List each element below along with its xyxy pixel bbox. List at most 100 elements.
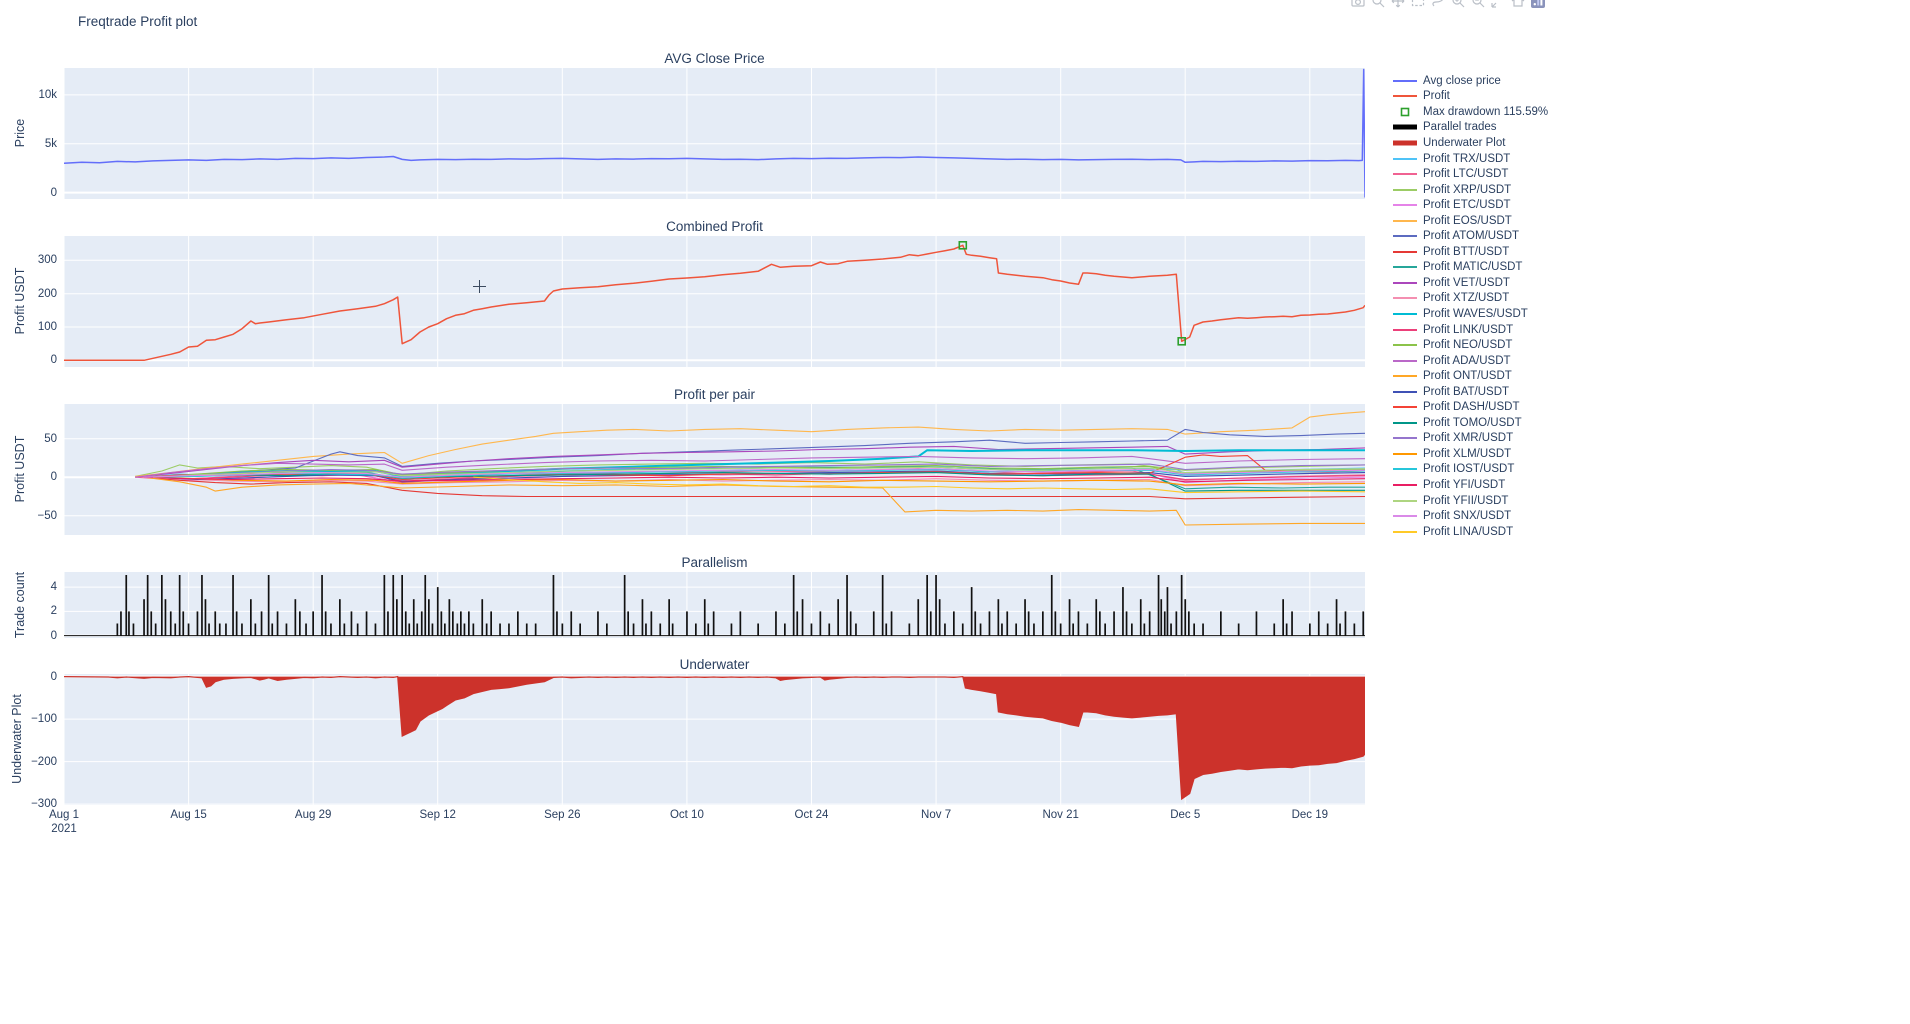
y-tick-label: 5k (44, 137, 57, 150)
legend-item-profit-ada-usdt[interactable]: Profit ADA/USDT (1392, 353, 1548, 369)
legend-label: Profit DASH/USDT (1423, 401, 1520, 414)
legend-item-profit-xlm-usdt[interactable]: Profit XLM/USDT (1392, 446, 1548, 462)
legend-item-profit-btt-usdt[interactable]: Profit BTT/USDT (1392, 244, 1548, 260)
legend-line-sample-icon (1393, 281, 1417, 284)
legend-item-profit-atom-usdt[interactable]: Profit ATOM/USDT (1392, 228, 1548, 244)
legend-label: Underwater Plot (1423, 136, 1506, 149)
legend-line-sample-icon (1393, 437, 1417, 440)
legend-item-profit-iost-usdt[interactable]: Profit IOST/USDT (1392, 462, 1548, 478)
zoom-out-icon[interactable] (1470, 0, 1486, 9)
legend-item-profit-eos-usdt[interactable]: Profit EOS/USDT (1392, 213, 1548, 229)
legend-label: Profit ATOM/USDT (1423, 230, 1520, 243)
series-line-profit-snx-usdt (144, 468, 1365, 478)
legend-item-profit-etc-usdt[interactable]: Profit ETC/USDT (1392, 197, 1548, 213)
legend-item-avg-close-price[interactable]: Avg close price (1392, 73, 1548, 89)
legend-item-profit-yfi-usdt[interactable]: Profit YFI/USDT (1392, 477, 1548, 493)
legend-item-profit-trx-usdt[interactable]: Profit TRX/USDT (1392, 151, 1548, 167)
legend-line-sample-icon (1393, 140, 1417, 146)
legend-item-profit[interactable]: Profit (1392, 89, 1548, 105)
legend-label: Profit TOMO/USDT (1423, 416, 1522, 429)
legend-label: Profit NEO/USDT (1423, 339, 1513, 352)
legend-item-profit-ltc-usdt[interactable]: Profit LTC/USDT (1392, 166, 1548, 182)
legend-item-profit-xrp-usdt[interactable]: Profit XRP/USDT (1392, 182, 1548, 198)
zoom-in-icon[interactable] (1450, 0, 1466, 9)
reset-axes-icon[interactable] (1510, 0, 1526, 9)
y-tick-label: 0 (50, 670, 57, 683)
legend-label: Profit LINA/USDT (1423, 525, 1514, 538)
plotly-modebar (1350, 0, 1546, 9)
legend-label: Profit LTC/USDT (1423, 168, 1509, 181)
series-line-profit-lina-usdt (473, 476, 1365, 494)
legend-item-profit-vet-usdt[interactable]: Profit VET/USDT (1392, 275, 1548, 291)
parallel-trades-bars (116, 575, 1365, 636)
legend-square-marker-icon (1400, 107, 1410, 117)
subplot-profit-per-pair[interactable] (64, 404, 1365, 535)
legend-line-sample-icon (1393, 468, 1417, 471)
legend-item-profit-neo-usdt[interactable]: Profit NEO/USDT (1392, 337, 1548, 353)
lasso-icon[interactable] (1430, 0, 1446, 9)
legend-item-profit-waves-usdt[interactable]: Profit WAVES/USDT (1392, 306, 1548, 322)
legend-line-sample-icon (1393, 188, 1417, 191)
legend-item-profit-xtz-usdt[interactable]: Profit XTZ/USDT (1392, 291, 1548, 307)
subplot-underwater[interactable] (64, 674, 1365, 805)
y-tick-label: 0 (50, 354, 57, 367)
box-select-icon[interactable] (1410, 0, 1426, 9)
legend-line-sample-icon (1393, 219, 1417, 222)
camera-icon[interactable] (1350, 0, 1366, 9)
legend-item-profit-link-usdt[interactable]: Profit LINK/USDT (1392, 322, 1548, 338)
legend-line-sample-icon (1393, 483, 1417, 486)
pan-icon[interactable] (1390, 0, 1406, 9)
x-tick-label: Dec 19 (1291, 809, 1329, 821)
legend-item-profit-matic-usdt[interactable]: Profit MATIC/USDT (1392, 260, 1548, 276)
legend-item-profit-lina-usdt[interactable]: Profit LINA/USDT (1392, 524, 1548, 540)
legend-item-profit-bat-usdt[interactable]: Profit BAT/USDT (1392, 384, 1548, 400)
underwater-line (64, 675, 1365, 801)
zoom-icon[interactable] (1370, 0, 1386, 9)
legend-line-sample-icon (1393, 515, 1417, 518)
autoscale-icon[interactable] (1490, 0, 1506, 9)
series-line-profit-neo-usdt (152, 465, 1365, 477)
y-tick-label: 4 (50, 581, 57, 594)
series-line-profit-waves-usdt (152, 449, 1365, 479)
legend-label: Profit LINK/USDT (1423, 323, 1514, 336)
legend-item-parallel-trades[interactable]: Parallel trades (1392, 120, 1548, 136)
legend-item-profit-dash-usdt[interactable]: Profit DASH/USDT (1392, 399, 1548, 415)
y-tick-label: −100 (31, 713, 57, 726)
y-tick-label: 50 (44, 432, 57, 445)
legend-line-sample-icon (1393, 235, 1417, 238)
legend-line-sample-icon (1393, 390, 1417, 393)
x-tick-label: Oct 24 (794, 809, 829, 821)
legend-line-sample-icon (1393, 344, 1417, 347)
legend-label: Avg close price (1423, 74, 1501, 87)
series-line-profit-xmr-usdt (144, 463, 1365, 478)
y-tick-label: −50 (37, 509, 57, 522)
legend-label: Profit WAVES/USDT (1423, 307, 1528, 320)
y-axis-label-trade-count: Trade count (13, 571, 27, 639)
legend-item-profit-tomo-usdt[interactable]: Profit TOMO/USDT (1392, 415, 1548, 431)
legend-label: Profit XLM/USDT (1423, 447, 1512, 460)
legend-line-sample-icon (1393, 157, 1417, 160)
legend-line-sample-icon (1393, 124, 1417, 130)
series-line-profit-btt-usdt (144, 476, 1365, 500)
legend-line-sample-icon (1393, 95, 1417, 98)
legend-item-profit-xmr-usdt[interactable]: Profit XMR/USDT (1392, 431, 1548, 447)
x-tick-label: Aug 15 (170, 809, 207, 821)
subplot-avg-close-price[interactable] (64, 68, 1365, 199)
y-tick-label: 200 (37, 287, 57, 300)
subplot-parallelism[interactable] (64, 572, 1365, 638)
series-line-profit (64, 244, 1365, 362)
legend-label: Profit IOST/USDT (1423, 463, 1515, 476)
legend-line-sample-icon (1393, 359, 1417, 362)
plotly-logo-icon[interactable] (1530, 0, 1546, 9)
legend-label: Profit MATIC/USDT (1423, 261, 1523, 274)
legend-item-profit-yfii-usdt[interactable]: Profit YFII/USDT (1392, 493, 1548, 509)
legend-item-underwater-plot[interactable]: Underwater Plot (1392, 135, 1548, 151)
legend-label: Profit ONT/USDT (1423, 370, 1512, 383)
legend-item-max-drawdown-115-59[interactable]: Max drawdown 115.59% (1392, 104, 1548, 120)
series-line-profit-eos-usdt (135, 411, 1365, 477)
legend-item-profit-ont-usdt[interactable]: Profit ONT/USDT (1392, 368, 1548, 384)
legend-item-profit-snx-usdt[interactable]: Profit SNX/USDT (1392, 508, 1548, 524)
subplot-title-combined-profit: Combined Profit (666, 219, 763, 234)
subplot-combined-profit[interactable] (64, 236, 1365, 367)
